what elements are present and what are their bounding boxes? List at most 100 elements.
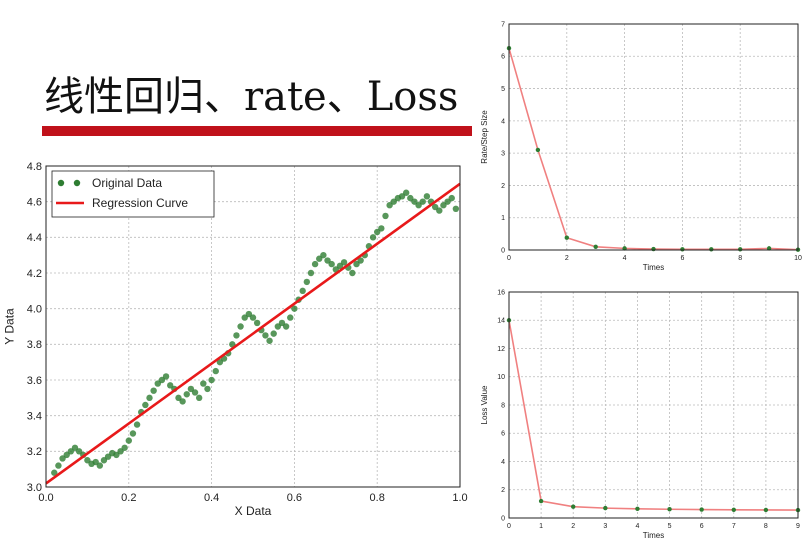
data-point	[282, 323, 290, 330]
y-tick-label: 3.6	[27, 375, 42, 387]
data-point	[353, 260, 360, 268]
y-tick-label: 4.8	[27, 161, 42, 173]
data-point	[651, 246, 656, 252]
data-point	[336, 262, 344, 270]
data-point	[390, 198, 397, 205]
y-tick-label: 3	[501, 151, 505, 158]
x-tick-label: 0.4	[204, 492, 219, 504]
data-point	[452, 205, 460, 212]
data-point	[287, 314, 294, 321]
data-point	[63, 451, 70, 459]
data-point	[129, 430, 137, 437]
data-point	[564, 235, 569, 240]
x-tick-label: 4	[635, 523, 639, 530]
data-point	[398, 193, 406, 200]
data-point	[113, 451, 120, 459]
data-point	[104, 453, 112, 460]
data-point	[154, 380, 161, 387]
data-point	[311, 260, 319, 268]
data-point	[55, 462, 62, 469]
data-point	[763, 507, 769, 513]
y-tick-label: 2	[501, 183, 505, 190]
x-tick-label: 8	[764, 523, 768, 530]
data-point	[444, 198, 451, 205]
data-point	[117, 448, 124, 455]
data-point	[382, 212, 389, 220]
data-point	[328, 260, 335, 268]
x-tick-label: 1	[539, 523, 543, 530]
data-point	[142, 401, 149, 409]
data-point	[96, 462, 104, 469]
series-line	[508, 47, 799, 251]
data-point	[92, 458, 99, 466]
data-point	[374, 228, 381, 236]
data-point	[635, 506, 640, 512]
x-tick-label: 2	[565, 255, 569, 262]
y-tick-label: 2	[501, 487, 505, 494]
data-point	[278, 319, 286, 327]
data-point	[175, 394, 182, 402]
data-point	[187, 385, 195, 393]
y-tick-label: 3.0	[27, 482, 42, 494]
data-point	[249, 314, 257, 321]
x-tick-label: 6	[700, 523, 704, 530]
plot-frame	[508, 23, 799, 251]
data-point	[622, 246, 627, 251]
data-point	[121, 444, 128, 451]
y-tick-label: 10	[497, 374, 505, 381]
y-tick-label: 6	[501, 431, 505, 438]
data-point	[436, 207, 443, 214]
data-point	[316, 255, 323, 262]
data-point	[208, 376, 215, 384]
x-tick-label: 0.6	[287, 492, 302, 504]
x-tick-label: 0	[507, 523, 511, 530]
data-point	[411, 198, 418, 205]
y-tick-label: 4.0	[27, 304, 42, 316]
y-tick-label: 3.8	[27, 339, 42, 351]
data-point	[535, 147, 541, 153]
legend-marker-original-data	[57, 179, 65, 187]
data-point	[59, 455, 66, 462]
x-tick-label: 9	[796, 523, 800, 530]
data-point	[84, 457, 91, 464]
regression-line	[45, 182, 461, 485]
data-point	[419, 198, 426, 205]
x-tick-label: 1.0	[452, 492, 467, 504]
data-point	[262, 332, 269, 339]
y-tick-label: 4.4	[27, 232, 42, 244]
data-point	[407, 194, 414, 202]
data-point	[191, 389, 199, 396]
y-tick-label: 1	[501, 215, 505, 222]
data-point	[571, 504, 576, 509]
data-point	[241, 314, 248, 321]
data-point	[709, 247, 714, 252]
x-tick-label: 0.8	[370, 492, 385, 504]
x-axis-label: X Data	[235, 504, 272, 518]
data-point	[51, 469, 58, 476]
legend-box	[51, 170, 215, 218]
data-point	[303, 278, 311, 286]
data-point	[150, 387, 157, 394]
regression-chart: 0.0 0.2 0.4 0.6 0.8 1.0 3.0 3.2 3.4 3.6 3.8 4.0 4.2 4…	[2, 161, 467, 518]
y-tick-label: 0	[501, 247, 505, 254]
x-axis-label: Times	[643, 263, 664, 272]
data-point	[75, 448, 83, 455]
data-point	[448, 194, 455, 202]
data-point	[133, 421, 141, 428]
data-point	[593, 244, 598, 249]
x-tick-label: 10	[794, 255, 802, 262]
y-axis-label: Y Data	[2, 308, 16, 345]
x-tick-label: 3	[603, 523, 607, 530]
data-point	[320, 251, 327, 259]
data-point	[146, 394, 153, 402]
x-tick-label: 0.2	[121, 492, 136, 504]
data-point	[603, 505, 608, 511]
data-point	[431, 203, 439, 211]
y-tick-label: 16	[497, 289, 505, 296]
slide-title: 线性回归、rate、Loss	[44, 74, 459, 120]
data-point	[699, 507, 704, 512]
data-point	[212, 367, 219, 375]
y-tick-label: 4.6	[27, 197, 42, 209]
data-point	[378, 225, 385, 232]
